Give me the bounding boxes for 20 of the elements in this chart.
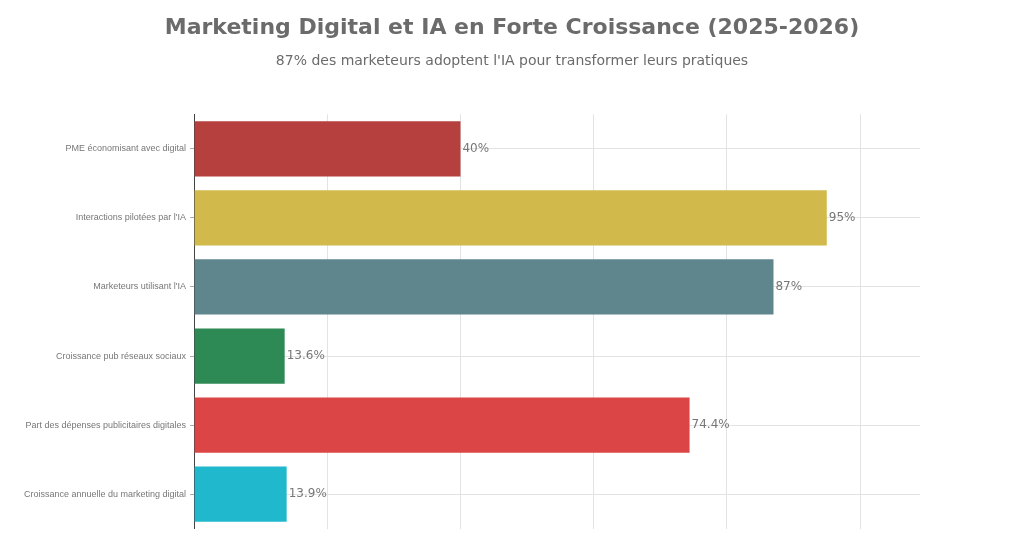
- bar: [194, 397, 690, 453]
- y-tick-label: Interactions pilotées par l'IA: [75, 212, 187, 223]
- data-label: 40%: [462, 141, 490, 156]
- data-label: 87%: [775, 279, 803, 294]
- y-tick-label: Part des dépenses publicitaires digitales: [25, 419, 187, 430]
- bar: [194, 121, 461, 177]
- bar: [194, 259, 774, 315]
- chart-subtitle: 87% des marketeurs adoptent l'IA pour transformer leurs pratiques: [274, 52, 750, 68]
- bar: [194, 328, 285, 384]
- y-tick-label: Croissance annuelle du marketing digital: [24, 488, 187, 499]
- data-label: 95%: [828, 210, 856, 225]
- data-label: 13.6%: [286, 348, 325, 363]
- y-tick-label: Marketeurs utilisant l'IA: [93, 281, 187, 292]
- bar: [194, 190, 827, 246]
- data-label: 13.9%: [288, 486, 327, 501]
- bar: [194, 466, 287, 522]
- data-label: 74.4%: [691, 417, 730, 432]
- y-tick-label: PME économisant avec digital: [65, 143, 187, 154]
- chart-title: Marketing Digital et IA en Forte Croissance (2025-2026): [163, 14, 861, 39]
- y-tick-label: Croissance pub réseaux sociaux: [56, 350, 187, 361]
